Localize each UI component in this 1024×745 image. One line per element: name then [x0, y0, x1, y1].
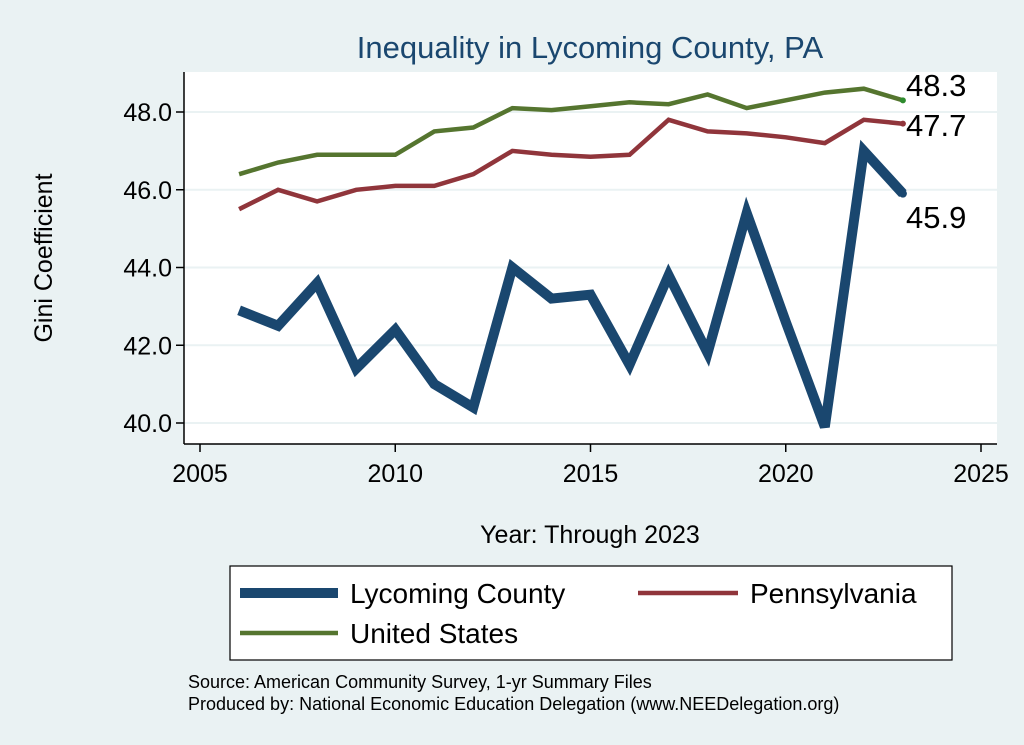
x-tick-label: 2015 [563, 460, 619, 488]
end-label-united-states: 48.3 [906, 68, 966, 103]
y-tick-label: 40.0 [123, 410, 172, 438]
legend: Lycoming County Pennsylvania United States [240, 578, 917, 649]
x-tick-label: 2020 [758, 460, 814, 488]
chart-title: Inequality in Lycoming County, PA [357, 30, 824, 65]
source-note: Source: American Community Survey, 1-yr … [188, 672, 652, 692]
series-line-pennsylvania [238, 117, 904, 212]
x-tick-label: 2025 [953, 460, 1009, 488]
end-label-pennsylvania: 47.7 [906, 108, 966, 143]
legend-label-pennsylvania: Pennsylvania [750, 578, 917, 609]
legend-label-united-states: United States [350, 618, 518, 649]
end-labels: 45.9 47.7 48.3 [906, 68, 966, 235]
series-lines [237, 86, 907, 429]
series-end-point [899, 120, 906, 127]
series-line-lycoming-county [237, 139, 907, 429]
y-tick-label: 46.0 [123, 177, 172, 205]
y-tick-label: 42.0 [123, 332, 172, 360]
end-label-lycoming-county: 45.9 [906, 200, 966, 235]
y-tick-label: 48.0 [123, 99, 172, 127]
series-end-point [899, 97, 906, 104]
x-tick-label: 2010 [367, 460, 423, 488]
producer-note: Produced by: National Economic Education… [188, 694, 839, 714]
x-tick-label: 2005 [172, 460, 228, 488]
legend-box [229, 565, 953, 661]
y-axis-ticks: 40.0 42.0 44.0 46.0 48.0 [123, 99, 184, 438]
y-tick-label: 44.0 [123, 255, 172, 283]
y-axis-title: Gini Coefficient [30, 173, 58, 342]
series-end-point [898, 189, 907, 198]
x-axis-ticks: 2005 2010 2015 2020 2025 [172, 444, 1009, 488]
series-line-united-states [238, 86, 904, 177]
plot-area [184, 72, 997, 444]
x-axis-title: Year: Through 2023 [480, 521, 700, 549]
legend-label-lycoming-county: Lycoming County [350, 578, 565, 609]
